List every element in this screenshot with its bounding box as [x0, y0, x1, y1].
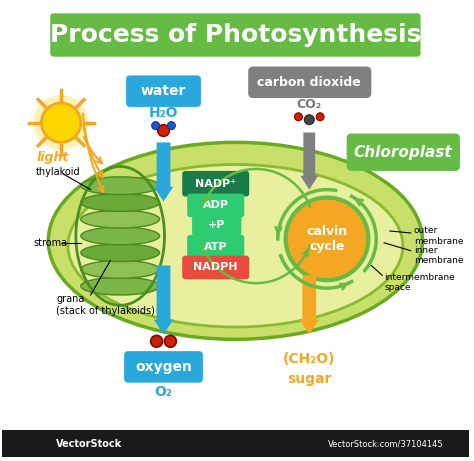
- Text: outer
membrane: outer membrane: [414, 226, 463, 246]
- Text: oxygen: oxygen: [135, 360, 192, 374]
- Circle shape: [158, 124, 169, 136]
- Circle shape: [41, 103, 81, 142]
- Text: thylakoid: thylakoid: [36, 167, 80, 177]
- Text: NADPH: NADPH: [193, 262, 238, 272]
- Text: sugar: sugar: [287, 372, 331, 386]
- Text: H₂O: H₂O: [149, 106, 178, 120]
- Text: water: water: [141, 84, 186, 98]
- Text: calvin
cycle: calvin cycle: [306, 225, 347, 253]
- Circle shape: [152, 122, 160, 130]
- Ellipse shape: [81, 177, 160, 195]
- Text: ATP: ATP: [204, 242, 228, 252]
- Ellipse shape: [81, 244, 160, 261]
- FancyBboxPatch shape: [187, 235, 244, 259]
- Text: VectorStock: VectorStock: [56, 439, 122, 449]
- Ellipse shape: [68, 165, 403, 327]
- Text: Process of Photosynthesis: Process of Photosynthesis: [50, 23, 421, 47]
- Circle shape: [304, 115, 314, 124]
- FancyBboxPatch shape: [124, 351, 203, 383]
- Text: +P: +P: [208, 220, 225, 230]
- Circle shape: [151, 336, 163, 347]
- FancyBboxPatch shape: [192, 214, 241, 236]
- Text: CO₂: CO₂: [297, 99, 322, 112]
- Text: (CH₂O): (CH₂O): [283, 352, 336, 366]
- FancyArrow shape: [300, 275, 319, 334]
- FancyBboxPatch shape: [187, 194, 244, 217]
- Circle shape: [34, 95, 89, 150]
- Text: carbon dioxide: carbon dioxide: [257, 76, 361, 89]
- FancyBboxPatch shape: [182, 171, 249, 196]
- Ellipse shape: [81, 277, 160, 295]
- Text: ADP: ADP: [203, 201, 229, 210]
- Ellipse shape: [81, 210, 160, 228]
- Ellipse shape: [48, 142, 422, 339]
- FancyArrow shape: [301, 132, 318, 189]
- Text: intermembrane
space: intermembrane space: [384, 272, 455, 292]
- Circle shape: [286, 197, 368, 280]
- Circle shape: [316, 113, 324, 121]
- FancyBboxPatch shape: [248, 66, 371, 98]
- Bar: [2, 430, 469, 457]
- Text: VectorStock.com/37104145: VectorStock.com/37104145: [328, 439, 444, 448]
- Ellipse shape: [81, 194, 160, 211]
- FancyBboxPatch shape: [346, 134, 460, 171]
- FancyArrow shape: [154, 266, 173, 334]
- FancyArrow shape: [154, 142, 173, 201]
- Text: O₂: O₂: [155, 384, 173, 398]
- FancyBboxPatch shape: [50, 13, 420, 57]
- Text: NADP⁺: NADP⁺: [195, 179, 236, 189]
- Ellipse shape: [81, 260, 160, 278]
- FancyBboxPatch shape: [126, 76, 201, 107]
- Circle shape: [294, 113, 302, 121]
- Text: Chloroplast: Chloroplast: [354, 145, 452, 160]
- Circle shape: [164, 336, 176, 347]
- Circle shape: [167, 122, 175, 130]
- Text: inner
membrane: inner membrane: [414, 246, 463, 266]
- FancyBboxPatch shape: [182, 255, 249, 279]
- Text: light: light: [37, 151, 69, 164]
- Text: stroma: stroma: [34, 238, 68, 248]
- Text: grana
(stack of thylakoids): grana (stack of thylakoids): [56, 294, 155, 316]
- Ellipse shape: [81, 227, 160, 245]
